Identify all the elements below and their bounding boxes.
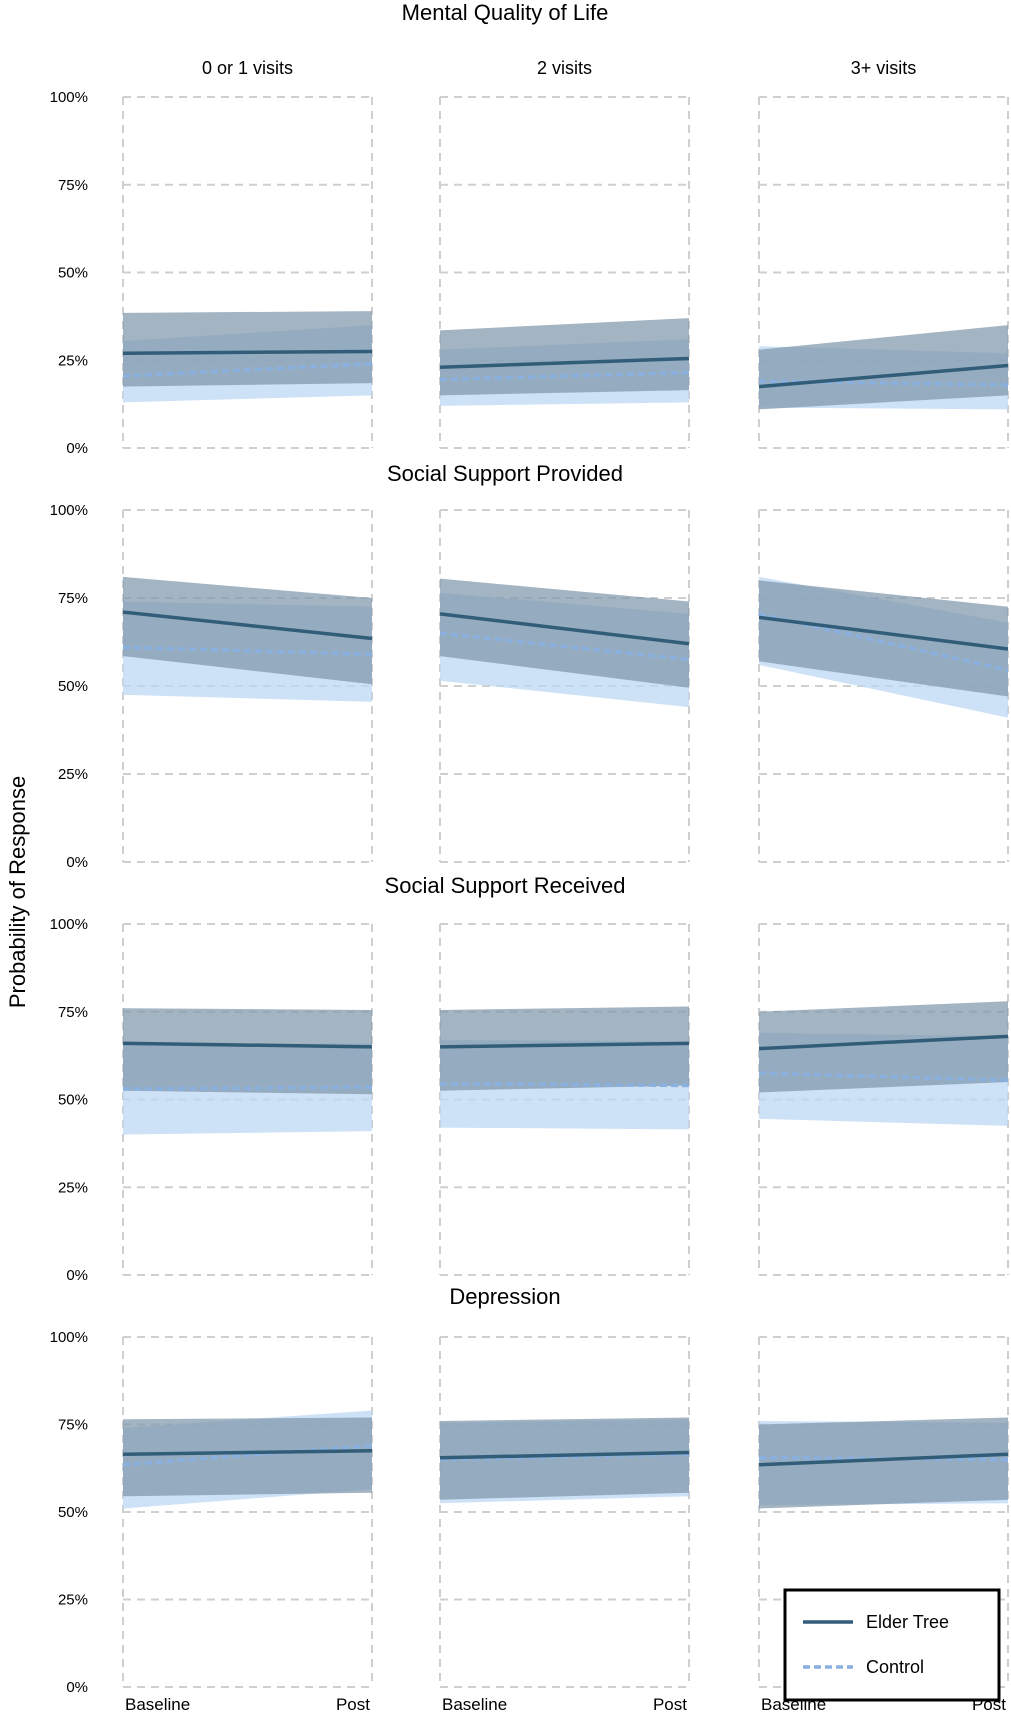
y-tick-label: 0% bbox=[66, 1267, 88, 1284]
control-line bbox=[439, 1081, 690, 1088]
y-tick-label: 50% bbox=[58, 678, 88, 695]
legend-label: Elder Tree bbox=[866, 1612, 949, 1632]
y-tick-label: 25% bbox=[58, 1179, 88, 1196]
y-tick-label: 50% bbox=[58, 1092, 88, 1109]
control-line bbox=[122, 362, 373, 378]
panel bbox=[439, 923, 690, 1276]
elder-tree-line bbox=[758, 1452, 1009, 1467]
elder-tree-ci-band bbox=[759, 325, 1008, 410]
y-tick-label: 0% bbox=[66, 854, 88, 871]
control-line bbox=[439, 370, 690, 382]
y-tick-label: 100% bbox=[50, 89, 88, 106]
elder-tree-line bbox=[758, 363, 1009, 389]
row-title: Mental Quality of Life bbox=[402, 0, 609, 25]
elder-tree-line bbox=[439, 1450, 690, 1460]
elder-tree-ci-band bbox=[123, 576, 372, 685]
elder-tree-line bbox=[439, 356, 690, 370]
elder-tree-ci-band bbox=[440, 1006, 689, 1091]
legend: Elder Tree Control bbox=[783, 1588, 1001, 1702]
y-tick-label: 75% bbox=[58, 177, 88, 194]
column-header: 2 visits bbox=[537, 58, 592, 78]
y-tick-label: 75% bbox=[58, 590, 88, 607]
elder-tree-ci-band bbox=[759, 580, 1008, 697]
legend-label: Control bbox=[866, 1657, 924, 1677]
elder-tree-line bbox=[439, 612, 690, 646]
elder-tree-line bbox=[122, 1449, 373, 1456]
elder-tree-ci-band bbox=[759, 1417, 1008, 1509]
elder-tree-ci-band bbox=[440, 318, 689, 396]
panel bbox=[758, 96, 1009, 449]
y-tick-label: 0% bbox=[66, 440, 88, 457]
x-tick-label: Post bbox=[653, 1695, 687, 1714]
y-tick-label: 25% bbox=[58, 352, 88, 369]
y-tick-label: 100% bbox=[50, 502, 88, 519]
legend-box bbox=[783, 1588, 1001, 1702]
y-tick-label: 25% bbox=[58, 766, 88, 783]
panel bbox=[122, 1336, 373, 1688]
elder-tree-ci-band bbox=[440, 578, 689, 688]
panel bbox=[758, 1336, 1009, 1688]
column-header: 3+ visits bbox=[851, 58, 917, 78]
control-line bbox=[758, 379, 1009, 387]
panel bbox=[439, 96, 690, 449]
y-tick-label: 75% bbox=[58, 1004, 88, 1021]
x-tick-label: Post bbox=[336, 1695, 370, 1714]
panel bbox=[439, 1336, 690, 1688]
x-tick-label: Baseline bbox=[442, 1695, 507, 1714]
y-tick-label: 75% bbox=[58, 1417, 88, 1434]
panel bbox=[758, 509, 1009, 863]
x-tick-label: Baseline bbox=[125, 1695, 190, 1714]
elder-tree-line bbox=[439, 1041, 690, 1049]
elder-tree-line bbox=[122, 1041, 373, 1049]
control-line bbox=[758, 612, 1009, 672]
control-line bbox=[758, 1071, 1009, 1082]
y-tick-label: 100% bbox=[50, 916, 88, 933]
panel bbox=[122, 509, 373, 863]
control-line bbox=[439, 631, 690, 662]
elder-tree-line bbox=[122, 349, 373, 355]
row-title: Social Support Received bbox=[385, 873, 626, 898]
elder-tree-line bbox=[122, 610, 373, 641]
panel bbox=[122, 923, 373, 1276]
control-line bbox=[122, 1443, 373, 1467]
y-tick-label: 0% bbox=[66, 1679, 88, 1696]
y-tick-label: 50% bbox=[58, 265, 88, 282]
elder-tree-ci-band bbox=[123, 1008, 372, 1095]
column-header: 0 or 1 visits bbox=[202, 58, 293, 78]
control-line bbox=[122, 645, 373, 657]
row-title: Depression bbox=[449, 1284, 560, 1309]
elder-tree-ci-band bbox=[759, 1001, 1008, 1093]
panel bbox=[439, 509, 690, 863]
elder-tree-ci-band bbox=[123, 311, 372, 387]
elder-tree-line bbox=[758, 615, 1009, 651]
y-axis-title: Probability of Response bbox=[5, 776, 30, 1008]
y-tick-label: 100% bbox=[50, 1329, 88, 1346]
y-tick-label: 25% bbox=[58, 1592, 88, 1609]
elder-tree-line bbox=[758, 1034, 1009, 1051]
panel bbox=[758, 923, 1009, 1276]
panel bbox=[122, 96, 373, 449]
row-title: Social Support Provided bbox=[387, 461, 623, 486]
control-line bbox=[122, 1085, 373, 1091]
y-tick-label: 50% bbox=[58, 1504, 88, 1521]
